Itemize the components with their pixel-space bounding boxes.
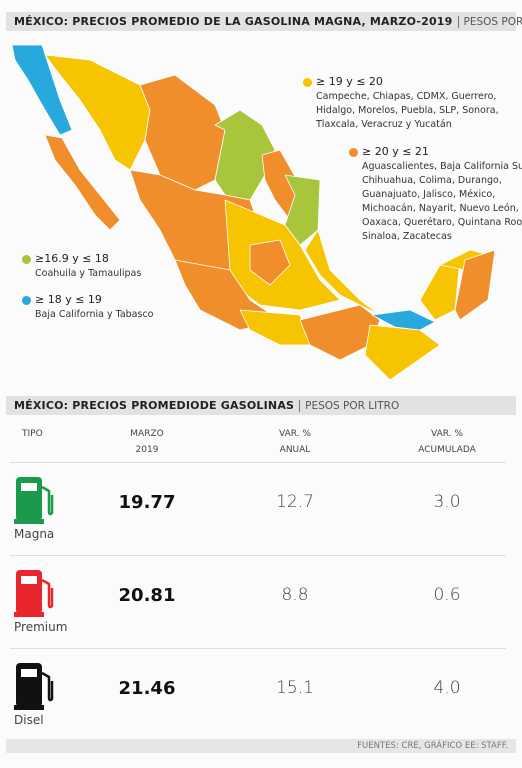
quintana-roo — [454, 249, 496, 321]
guerrero — [239, 309, 311, 346]
column-header-line: VAR. % — [279, 429, 311, 439]
variation: 3.0 — [433, 492, 461, 512]
legend-label: ≥ 18 y ≤ 19 — [35, 293, 102, 306]
central-west — [249, 239, 291, 286]
table-header: MÉXICO: PRECIOS PROMEDIODE GASOLINAS PESO… — [6, 396, 516, 415]
column-header: MARZO 2019 — [87, 426, 207, 458]
separator — [10, 462, 506, 463]
column-header-line: ACUMULADA — [418, 445, 476, 455]
chiapas — [364, 324, 441, 381]
legend-states: Aguascalientes, Baja California Sur, Chi… — [362, 161, 522, 242]
column-header-line: VAR. % — [431, 429, 463, 439]
legend-swatch — [22, 296, 31, 305]
coahuila — [214, 109, 276, 201]
legend-label: ≥ 19 y ≤ 20 — [316, 75, 383, 88]
fuel-name: Disel — [14, 713, 44, 727]
column-header: VAR. % ACUMULADA — [387, 426, 507, 458]
column-header-line: MARZO — [130, 429, 164, 439]
baja-california — [11, 44, 73, 136]
baja-california-sur — [44, 134, 121, 231]
price: 20.81 — [118, 585, 176, 606]
map-unit: PESOS POR LITRO — [457, 16, 522, 28]
fuel-name: Magna — [14, 527, 55, 541]
variation: 0.6 — [433, 585, 461, 605]
map-header: MÉXICO: PRECIOS PROMEDIO DE LA GASOLINA … — [6, 12, 522, 31]
campeche — [419, 259, 461, 321]
variation: 12.7 — [276, 492, 314, 512]
tabasco — [371, 309, 436, 331]
variation: 15.1 — [276, 678, 314, 698]
column-header-line: TIPO — [22, 429, 43, 439]
price: 19.77 — [118, 492, 176, 513]
legend-label: ≥16.9 y ≤ 18 — [35, 252, 109, 265]
separator — [10, 648, 506, 649]
legend-states: Baja California y Tabasco — [35, 309, 154, 320]
column-header: TIPO — [0, 426, 102, 442]
price: 21.46 — [118, 678, 176, 699]
legend-swatch — [303, 78, 312, 87]
legend-label: ≥ 20 y ≤ 21 — [362, 145, 429, 158]
legend-swatch — [22, 255, 31, 264]
variation: 8.8 — [281, 585, 309, 605]
chihuahua — [139, 74, 226, 191]
separator — [10, 555, 506, 556]
column-header-line: 2019 — [135, 445, 159, 455]
column-header-line: ANUAL — [279, 445, 311, 455]
table-unit: PESOS POR LITRO — [299, 400, 400, 412]
legend-states: Campeche, Chiapas, CDMX, Guerrero, Hidal… — [316, 91, 499, 130]
footer: FUENTES: CRE, GRÁFICO EE: STAFF. — [6, 739, 516, 753]
pump-icon — [14, 477, 54, 524]
variation: 4.0 — [433, 678, 461, 698]
mexico-map — [11, 44, 496, 381]
legend-swatch — [349, 148, 358, 157]
legend-states: Coahuila y Tamaulipas — [35, 268, 142, 279]
map-title: MÉXICO: PRECIOS PROMEDIO DE LA GASOLINA … — [14, 15, 453, 28]
column-header: VAR. % ANUAL — [235, 426, 355, 458]
footer-text: FUENTES: CRE, GRÁFICO EE: STAFF. — [357, 741, 508, 751]
table-title: MÉXICO: PRECIOS PROMEDIODE GASOLINAS — [14, 399, 295, 412]
pump-icon — [14, 570, 54, 617]
fuel-name: Premium — [14, 620, 68, 634]
pump-icon — [14, 663, 54, 710]
veracruz — [304, 229, 381, 316]
